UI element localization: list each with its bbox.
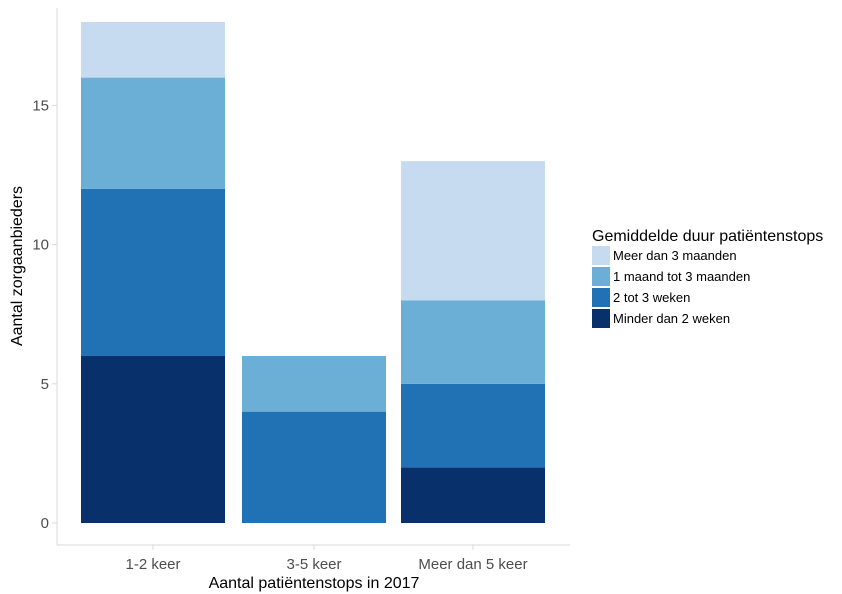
legend-title: Gemiddelde duur patiëntenstops bbox=[592, 228, 823, 245]
legend-label: Meer dan 3 maanden bbox=[613, 248, 737, 263]
legend-swatch bbox=[592, 246, 610, 265]
bar-segment-2-3 bbox=[401, 161, 545, 301]
legend-items: Meer dan 3 maanden 1 maand tot 3 maanden 2… bbox=[592, 246, 750, 328]
x-tick-label: Meer dan 5 keer bbox=[418, 556, 527, 573]
legend-swatch bbox=[592, 288, 610, 307]
y-ticks-group: 0 5 10 15 bbox=[32, 97, 57, 532]
x-ticks-group: 1-2 keer 3-5 keer Meer dan 5 keer bbox=[125, 545, 528, 573]
bar-segment-0-0 bbox=[81, 355, 225, 523]
x-tick-label: 3-5 keer bbox=[286, 556, 341, 573]
bar-segment-2-0 bbox=[401, 467, 545, 523]
bar-segment-0-3 bbox=[81, 21, 225, 78]
y-axis-title: Aantal zorgaanbieders bbox=[9, 186, 26, 346]
y-tick-label: 5 bbox=[41, 376, 49, 393]
legend-label: 1 maand tot 3 maanden bbox=[613, 269, 750, 284]
y-tick-label: 10 bbox=[32, 237, 49, 254]
bar-segment-2-1 bbox=[401, 383, 545, 468]
y-tick-label: 0 bbox=[41, 515, 49, 532]
legend-label: 2 tot 3 weken bbox=[613, 290, 690, 305]
x-tick-label: 1-2 keer bbox=[125, 556, 180, 573]
legend: Gemiddelde duur patiëntenstops Meer dan … bbox=[592, 228, 823, 328]
bar-segment-0-1 bbox=[81, 188, 225, 356]
bar-segment-1-2 bbox=[242, 355, 386, 412]
legend-swatch bbox=[592, 309, 610, 328]
bar-segment-2-2 bbox=[401, 300, 545, 384]
bar-segment-1-1 bbox=[242, 411, 386, 523]
bar-segment-0-2 bbox=[81, 77, 225, 189]
bars-group bbox=[81, 21, 545, 523]
legend-label: Minder dan 2 weken bbox=[613, 311, 730, 326]
x-axis-title: Aantal patiëntenstops in 2017 bbox=[209, 575, 420, 592]
y-tick-label: 15 bbox=[32, 97, 49, 114]
legend-swatch bbox=[592, 267, 610, 286]
